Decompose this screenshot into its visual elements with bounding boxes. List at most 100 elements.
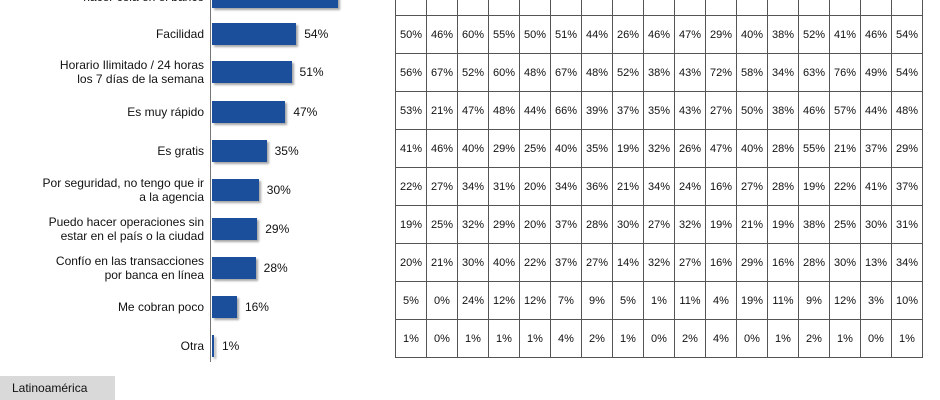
bar-value-label: 47% [293, 105, 318, 119]
table-row: 41% 46% 40% 29% 25% 40% 35% 19% 32% 26% 47% 40% 28% 5… [395, 129, 923, 168]
table-cell: 26% [612, 15, 644, 54]
table-cell: 40% [457, 129, 489, 168]
table-cell: 11% [767, 281, 799, 320]
table-cell: 25% [426, 205, 458, 244]
region-tab[interactable]: Latinoamérica [0, 376, 115, 400]
table-cell: 5% [612, 281, 644, 320]
table-cell: 1% [395, 319, 427, 358]
table-cell: 1% [488, 319, 520, 358]
bar [212, 101, 286, 123]
table-cell: 28% [581, 205, 613, 244]
table-cell: 37% [550, 243, 582, 282]
table-cell: 34% [457, 167, 489, 206]
category-label: Es muy rápido [4, 105, 204, 119]
bar [212, 140, 267, 162]
table-cell: 60% [457, 15, 489, 54]
table-cell [612, 0, 644, 16]
category-label-line: Facilidad [155, 27, 204, 41]
table-row: 19% 25% 32% 29% 20% 37% 28% 30% 27% 32% 19% 21% 19% 3… [395, 205, 923, 244]
table-cell: 52% [798, 15, 830, 54]
table-cell: 27% [643, 205, 675, 244]
bar-value-label: 51% [299, 65, 324, 79]
table-cell [426, 0, 458, 16]
table-cell: 34% [891, 243, 923, 282]
table-cell: 5% [395, 281, 427, 320]
table-cell: 52% [612, 53, 644, 92]
table-cell: 66% [550, 91, 582, 130]
table-cell: 50% [395, 15, 427, 54]
table-cell: 56% [395, 53, 427, 92]
category-label: Por seguridad, no tengo que ir a la agenc… [4, 176, 204, 204]
table-cell: 11% [674, 281, 706, 320]
table-cell: 47% [457, 91, 489, 130]
table-cell: 28% [767, 167, 799, 206]
table-cell: 32% [643, 243, 675, 282]
table-cell [891, 0, 923, 16]
table-cell: 41% [395, 129, 427, 168]
table-cell [705, 0, 737, 16]
category-label-line: por banca en línea [104, 268, 204, 282]
table-cell: 24% [457, 281, 489, 320]
bar-value-label: 35% [274, 144, 299, 158]
table-cell: 30% [457, 243, 489, 282]
bar [212, 335, 214, 357]
table-cell: 30% [612, 205, 644, 244]
table-cell: 1% [519, 319, 551, 358]
category-label: Confío en las transacciones por banca en … [4, 254, 204, 282]
table-cell: 49% [860, 53, 892, 92]
table-cell: 21% [612, 167, 644, 206]
table-cell [519, 0, 551, 16]
table-cell: 48% [519, 53, 551, 92]
table-cell: 24% [674, 167, 706, 206]
table-row: 53% 21% 47% 48% 44% 66% 39% 37% 35% 43% 27% 50% 38% 4… [395, 91, 923, 130]
table-cell: 20% [395, 243, 427, 282]
table-cell: 38% [643, 53, 675, 92]
table-cell: 43% [674, 53, 706, 92]
category-label-line: Puedo hacer operaciones sin [48, 215, 204, 229]
table-cell: 30% [860, 205, 892, 244]
table-cell [457, 0, 489, 16]
bar-value-label: 30% [266, 183, 291, 197]
table-cell: 1% [457, 319, 489, 358]
table-cell: 54% [891, 15, 923, 54]
table-cell [643, 0, 675, 16]
table-cell: 28% [798, 243, 830, 282]
table-cell: 37% [860, 129, 892, 168]
table-cell: 55% [798, 129, 830, 168]
table-cell: 14% [612, 243, 644, 282]
bar-chart: hacer cola en el banco Facilidad 54% Horari… [0, 0, 395, 370]
table-cell: 16% [705, 243, 737, 282]
table-cell: 1% [643, 281, 675, 320]
table-cell: 0% [643, 319, 675, 358]
table-cell: 19% [705, 205, 737, 244]
bar-value-label: 1% [222, 339, 240, 353]
table-cell: 40% [736, 129, 768, 168]
table-cell [798, 0, 830, 16]
table-cell: 21% [426, 243, 458, 282]
table-cell: 72% [705, 53, 737, 92]
table-cell: 52% [457, 53, 489, 92]
table-cell: 34% [767, 53, 799, 92]
bar-value-label: 16% [244, 300, 269, 314]
table-cell: 0% [426, 281, 458, 320]
table-cell: 38% [767, 91, 799, 130]
table-row: 50% 46% 60% 55% 50% 51% 44% 26% 46% 47% 29% 40% 38% 5… [395, 15, 923, 54]
table-cell: 21% [736, 205, 768, 244]
bar [212, 257, 256, 279]
table-cell: 16% [767, 243, 799, 282]
table-cell: 32% [643, 129, 675, 168]
chart-axis [210, 0, 211, 362]
table-cell: 22% [829, 167, 861, 206]
table-cell: 4% [550, 319, 582, 358]
table-cell: 13% [860, 243, 892, 282]
bar [212, 0, 338, 8]
category-label-line: hacer cola en el banco [4, 0, 204, 4]
table-cell: 54% [891, 53, 923, 92]
table-cell: 12% [519, 281, 551, 320]
table-cell: 4% [705, 319, 737, 358]
table-cell: 2% [674, 319, 706, 358]
table-cell: 19% [798, 167, 830, 206]
table-cell: 32% [457, 205, 489, 244]
table-cell: 34% [643, 167, 675, 206]
table-cell [736, 0, 768, 16]
